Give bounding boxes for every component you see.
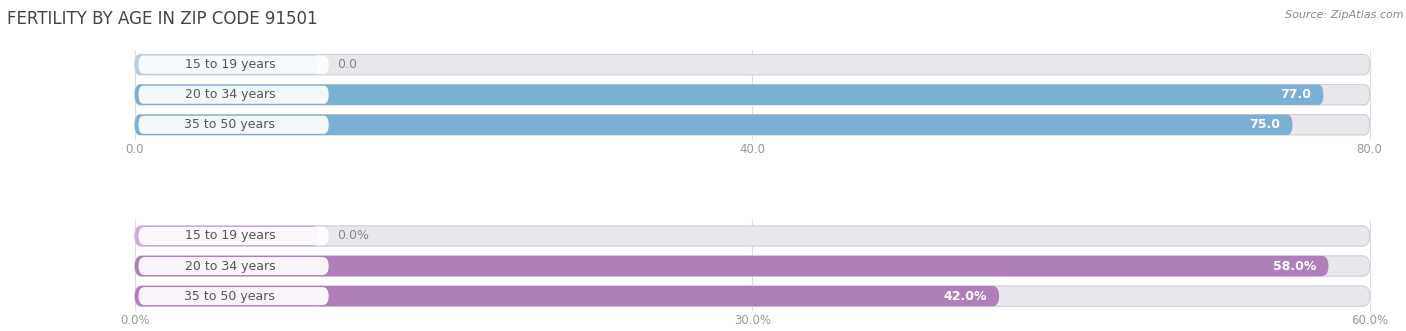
FancyBboxPatch shape [135,256,1369,276]
Text: 0.0%: 0.0% [337,229,368,243]
Text: 75.0: 75.0 [1249,118,1279,131]
FancyBboxPatch shape [135,226,1369,246]
FancyBboxPatch shape [139,287,329,305]
Text: 35 to 50 years: 35 to 50 years [184,118,276,131]
Text: Source: ZipAtlas.com: Source: ZipAtlas.com [1285,10,1403,20]
Text: 15 to 19 years: 15 to 19 years [184,58,276,71]
FancyBboxPatch shape [139,227,329,245]
FancyBboxPatch shape [135,84,1323,105]
Text: 15 to 19 years: 15 to 19 years [184,229,276,243]
FancyBboxPatch shape [135,286,1000,306]
Text: 42.0%: 42.0% [943,290,987,303]
Text: 20 to 34 years: 20 to 34 years [184,88,276,101]
FancyBboxPatch shape [135,84,1369,105]
FancyBboxPatch shape [139,257,329,275]
FancyBboxPatch shape [135,226,319,246]
Text: 35 to 50 years: 35 to 50 years [184,290,276,303]
FancyBboxPatch shape [135,286,1369,306]
FancyBboxPatch shape [135,55,319,75]
FancyBboxPatch shape [135,256,1329,276]
Text: 58.0%: 58.0% [1272,260,1316,272]
FancyBboxPatch shape [135,115,1292,135]
FancyBboxPatch shape [135,55,1369,75]
FancyBboxPatch shape [139,116,329,134]
FancyBboxPatch shape [135,115,1369,135]
FancyBboxPatch shape [139,56,329,74]
Text: 0.0: 0.0 [337,58,357,71]
Text: 77.0: 77.0 [1279,88,1310,101]
FancyBboxPatch shape [139,86,329,104]
Text: FERTILITY BY AGE IN ZIP CODE 91501: FERTILITY BY AGE IN ZIP CODE 91501 [7,10,318,28]
Text: 20 to 34 years: 20 to 34 years [184,260,276,272]
